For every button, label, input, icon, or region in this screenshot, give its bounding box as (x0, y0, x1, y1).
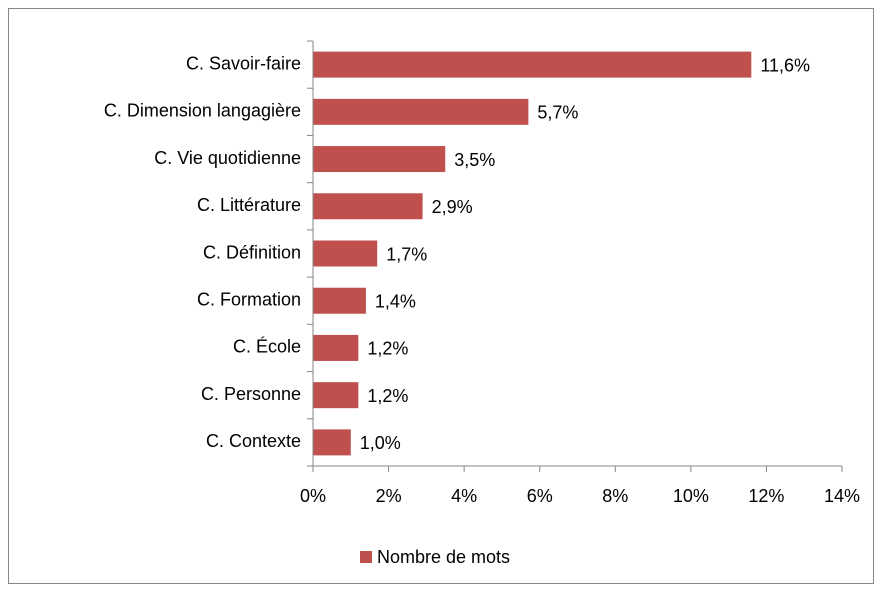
x-tick-label: 4% (451, 486, 477, 506)
y-tick-label: C. Vie quotidienne (154, 148, 301, 168)
y-tick-label: C. Contexte (206, 431, 301, 451)
x-tick-label: 14% (824, 486, 860, 506)
bar (313, 98, 529, 125)
y-tick-label: C. Définition (203, 242, 301, 262)
data-label: 1,7% (386, 244, 427, 264)
data-label: 1,0% (360, 433, 401, 453)
y-tick-label: C. École (233, 337, 301, 357)
bar (313, 240, 378, 267)
chart-border (8, 8, 874, 584)
y-tick-label: C. Personne (201, 384, 301, 404)
data-label: 11,6% (760, 55, 810, 75)
y-tick-label: C. Formation (197, 289, 301, 309)
bar (313, 146, 446, 173)
y-tick-label: C. Savoir-faire (186, 53, 301, 73)
data-label: 1,2% (367, 386, 408, 406)
bar (313, 193, 423, 220)
x-tick-label: 0% (300, 486, 326, 506)
bar (313, 51, 752, 78)
data-label: 1,2% (367, 339, 408, 359)
x-tick-label: 2% (376, 486, 402, 506)
data-label: 3,5% (454, 150, 495, 170)
bar (313, 334, 359, 361)
bar (313, 429, 351, 456)
data-label: 5,7% (537, 103, 578, 123)
x-tick-label: 12% (748, 486, 784, 506)
x-tick-label: 8% (602, 486, 628, 506)
x-tick-label: 10% (673, 486, 709, 506)
y-tick-label: C. Dimension langagière (104, 101, 301, 121)
legend-label: Nombre de mots (377, 547, 510, 567)
bar (313, 382, 359, 409)
x-tick-label: 6% (527, 486, 553, 506)
legend-swatch (360, 551, 372, 563)
y-tick-label: C. Littérature (197, 195, 301, 215)
bar (313, 287, 366, 314)
data-label: 1,4% (375, 291, 416, 311)
data-label: 2,9% (432, 197, 473, 217)
